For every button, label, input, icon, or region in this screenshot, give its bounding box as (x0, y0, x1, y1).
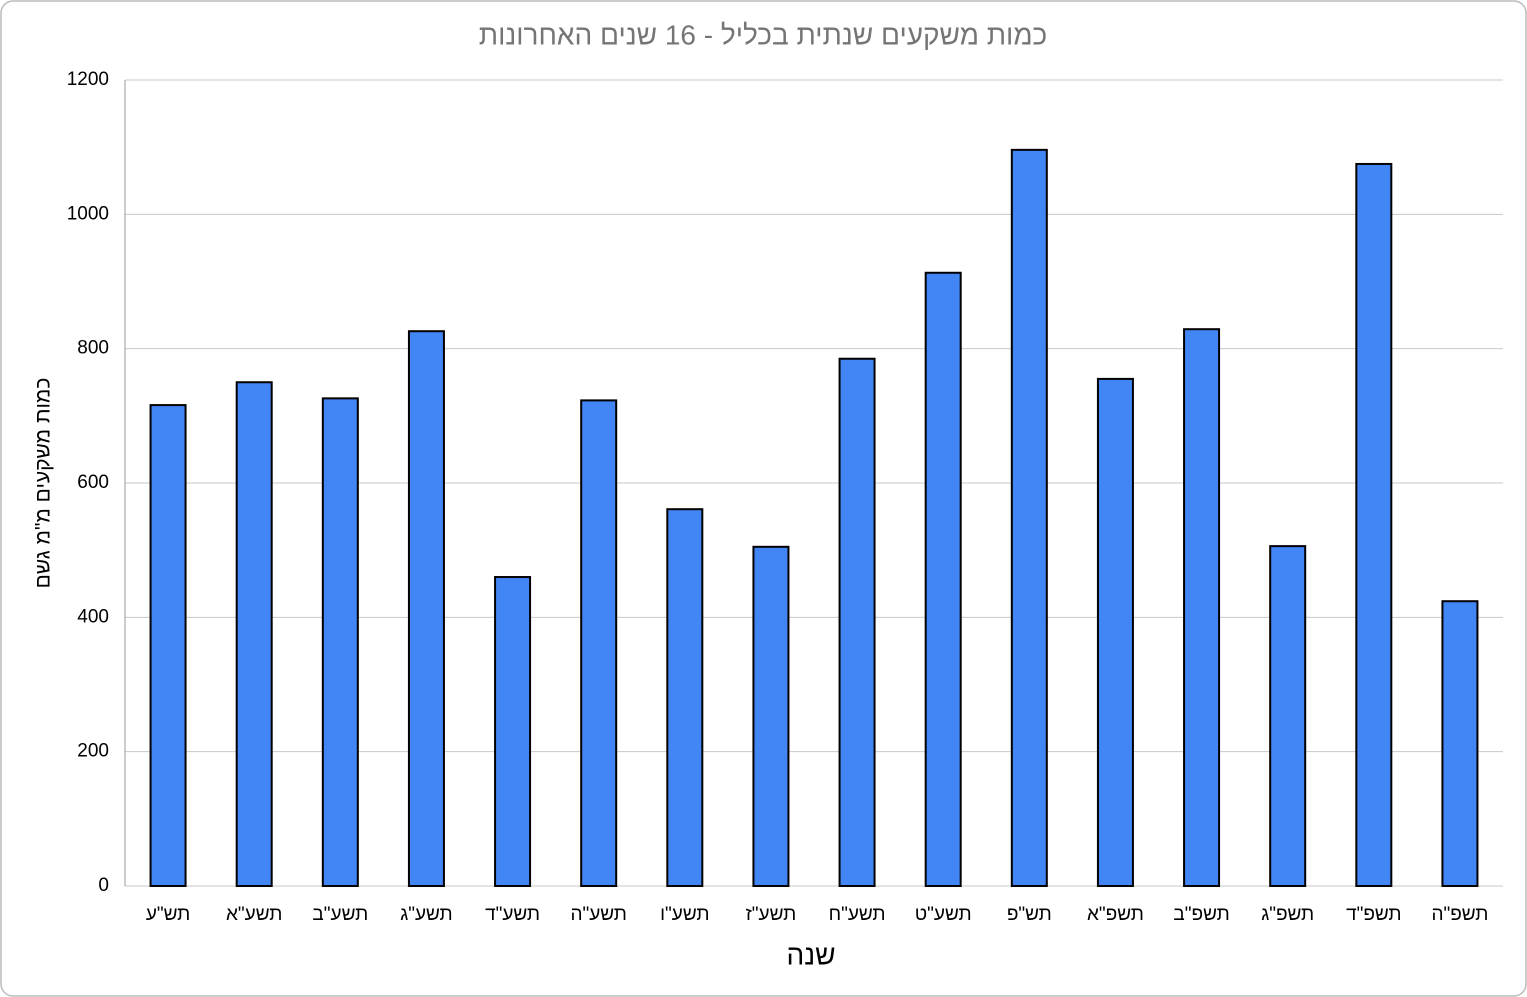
x-tick-label: תש"פ (1007, 904, 1052, 925)
x-axis-title: שנה (786, 939, 835, 970)
bar (838, 357, 876, 888)
bar (1096, 377, 1134, 887)
bar (752, 545, 790, 888)
x-tick-label: תשפ"א (1087, 904, 1144, 925)
bar (580, 399, 618, 887)
bar (321, 397, 359, 887)
x-tick-label: תשפ"ד (1346, 904, 1401, 925)
x-tick-label: תשע"ב (312, 904, 368, 925)
x-tick-label: תשע"ט (915, 904, 972, 925)
bar (1441, 600, 1479, 887)
bar (666, 508, 704, 887)
x-tick-label: תשפ"ב (1173, 904, 1229, 925)
bar (494, 576, 532, 887)
bar (1269, 545, 1307, 887)
y-tick-label: 800 (77, 338, 109, 359)
x-tick-label: תשע"ז (746, 904, 797, 925)
y-tick-label: 0 (98, 875, 109, 896)
y-tick-label: 600 (77, 472, 109, 493)
y-tick-label: 200 (77, 741, 109, 762)
x-tick-label: תשע"ה (570, 904, 626, 925)
x-tick-label: תשפ"ה (1431, 904, 1488, 925)
y-tick-label: 1200 (67, 69, 109, 90)
bar (1355, 162, 1393, 888)
x-tick-label: תשע"ח (829, 904, 886, 925)
x-tick-label: תש"ע (146, 904, 190, 925)
x-tick-label: תשפ"ג (1261, 904, 1314, 925)
bar (924, 271, 962, 888)
chart-title: כמות משקעים שנתית בכליל - 16 שנים האחרונ… (479, 19, 1048, 50)
bar (1010, 148, 1048, 887)
bar (407, 330, 445, 888)
bar (1183, 328, 1221, 887)
y-tick-label: 1000 (67, 203, 109, 224)
x-tick-label: תשע"ג (400, 904, 452, 925)
y-axis-title: כמות משקעים מ"מ גשם (32, 378, 55, 589)
x-tick-label: תשע"ו (660, 904, 709, 925)
y-tick-label: 400 (77, 606, 109, 627)
bar (235, 381, 273, 887)
x-tick-label: תשע"א (226, 904, 282, 925)
bar (149, 404, 187, 887)
x-tick-label: תשע"ד (485, 904, 540, 925)
